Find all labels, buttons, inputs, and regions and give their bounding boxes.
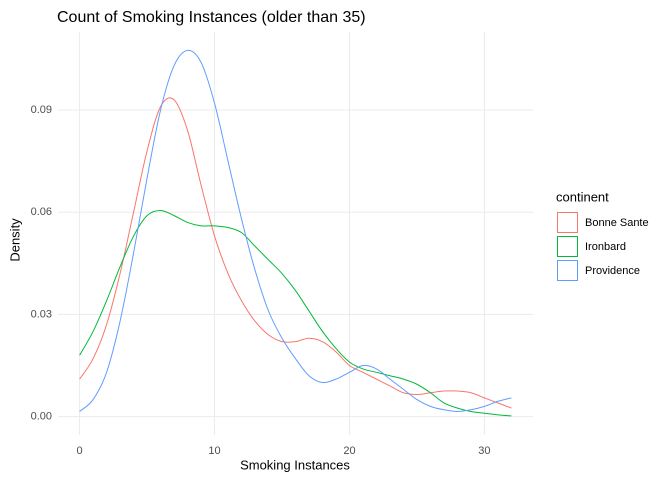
legend-key <box>557 236 578 257</box>
grid <box>58 32 533 435</box>
y-tick-label: 0.00 <box>31 411 52 423</box>
legend-key <box>557 260 578 281</box>
legend-label: Ironbard <box>585 241 626 253</box>
legend-label: Providence <box>585 265 640 277</box>
x-tick-label: 30 <box>478 445 490 457</box>
legend-title: continent <box>556 189 609 204</box>
x-tick-label: 20 <box>343 445 355 457</box>
legend-label: Bonne Sante <box>585 217 649 229</box>
y-axis-label: Density <box>7 218 22 262</box>
density-line <box>79 210 512 417</box>
x-tick-label: 10 <box>208 445 220 457</box>
y-tick-label: 0.06 <box>31 206 52 218</box>
y-tick-label: 0.09 <box>31 104 52 116</box>
chart-title: Count of Smoking Instances (older than 3… <box>57 9 366 26</box>
x-tick-label: 0 <box>77 445 83 457</box>
density-line <box>79 97 512 409</box>
x-axis-label: Smoking Instances <box>240 457 350 472</box>
y-tick-label: 0.03 <box>31 308 52 320</box>
legend-key <box>557 212 578 233</box>
density-line <box>79 49 512 412</box>
